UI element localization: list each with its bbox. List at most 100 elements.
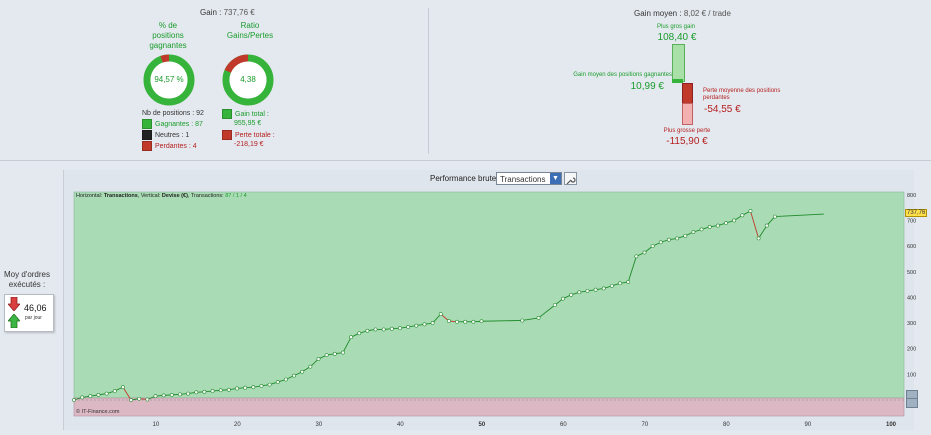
gain-moyen-label: Gain moyen : [634,9,682,18]
series-point [479,319,484,324]
x-tick-label: 50 [479,422,486,428]
plus-gros-gain-value: 108,40 € [657,32,697,43]
series-segment [481,320,523,322]
series-point [748,209,753,213]
series-point [585,289,590,293]
gain-moyen-gagnantes-value: 10,99 € [630,81,664,92]
series-point [308,364,313,369]
series-point [463,319,468,324]
series-point [357,331,362,336]
series-point [732,218,737,223]
x-tick-label: 60 [560,422,567,428]
series-point [675,236,680,241]
perte-moyenne-value: -54,55 € [704,104,741,115]
x-tick-label: 10 [153,422,160,428]
x-tick-label: 90 [805,422,812,428]
wrench-icon [566,177,576,185]
series-point [137,396,142,401]
series-point [349,335,354,340]
chevron-down-icon[interactable]: ▼ [550,173,561,184]
series-point [699,227,704,232]
series-point [218,388,223,393]
ratio-title-line-1: Ratio [240,21,260,30]
series-segment [774,213,824,218]
series-point [438,312,443,316]
series-point [300,369,305,374]
nb-positions: Nb de positions : 92 [142,110,204,117]
series-point [715,223,720,228]
series-point [593,287,598,292]
series-point [332,351,337,356]
perte-totale: Perte totale : [222,130,275,140]
series-point [145,397,150,402]
watermark: © IT-Finance.com [76,409,120,415]
series-point [251,385,256,390]
series-point [740,213,745,218]
series-point [389,326,394,331]
pct-donut [143,54,195,106]
mode-select[interactable]: Transactions ▼ [496,172,562,185]
series-point [381,327,386,332]
settings-tool-button[interactable] [564,172,577,185]
scroll-down-button[interactable] [906,398,918,408]
x-tick-label: 80 [723,422,730,428]
gain-summary: Gain : 737,76 € [200,8,255,17]
series-point [178,392,182,397]
mode-select-value: Transactions [500,175,546,184]
series-point [210,389,215,393]
pct-title-line-2: positions [152,31,184,40]
series-point [316,357,321,361]
series-point [275,380,280,384]
gain-total-square-icon [222,109,232,119]
series-point [88,394,93,399]
gain-label: Gain : [200,8,222,17]
stat-gagnantes: Gagnantes : 87 [142,119,204,130]
y-tick-label: 500 [907,270,916,276]
x-tick-label: 70 [642,422,649,428]
series-point [667,237,671,242]
series-point [414,323,419,328]
series-point [80,395,85,400]
moy-ordres-unit: par jour [25,315,42,321]
series-point [552,303,557,307]
y-tick-label: 800 [907,193,916,199]
ratio-title-line-2: Gains/Pertes [226,31,274,40]
plus-gros-gain-label: Plus gros gain [656,24,696,30]
series-point [202,389,207,394]
gain-value: 737,76 € [223,8,255,17]
series-segment [122,386,132,401]
series-point [764,223,769,228]
neutral-square-icon [142,129,152,140]
gain-moyen: Gain moyen : 8,02 € / trade [634,9,731,18]
y-tick-label: 300 [907,321,916,327]
stat-neutres: Neutres : 1 [142,129,204,141]
series-point [341,350,345,355]
gain-bar-avg [672,79,683,83]
series-point [724,221,728,225]
vertical-separator [428,8,429,154]
series-point [365,328,370,333]
arrow-up-icon [8,314,20,328]
series-point [577,290,582,295]
series-point [292,373,296,378]
gain-total: Gain total : [222,109,275,119]
series-point [72,398,76,402]
loss-square-icon [142,140,152,151]
series-point [259,383,264,388]
y-tick-label: 200 [907,347,916,353]
loss-bar-bottom [682,103,693,125]
moy-ordres-value: 46,06 [24,303,47,313]
series-point [267,382,272,387]
series-point [186,391,191,396]
negative-region [73,397,905,417]
series-segment [766,216,776,226]
horizontal-separator [0,160,931,161]
arrow-down-icon [8,297,20,311]
gain-moyen-value: 8,02 € / trade [683,9,731,18]
series-point [773,214,777,219]
series-point [96,392,101,397]
series-point [446,319,451,323]
series-point [610,283,614,288]
series-segment [538,304,556,319]
